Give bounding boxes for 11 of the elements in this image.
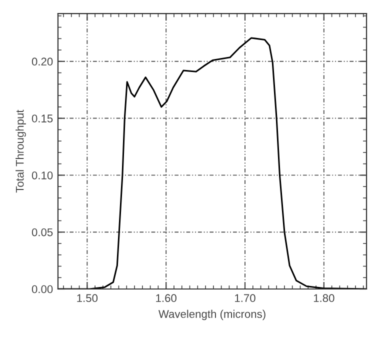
x-tick-label: 1.80: [314, 294, 334, 302]
y-tick-label: 0.20: [32, 58, 53, 66]
y-tick-label: 0.00: [32, 285, 53, 294]
y-tick-label: 0.10: [32, 171, 53, 180]
x-tick-label: 1.70: [235, 294, 256, 302]
y-tick-label: 0.15: [32, 114, 53, 122]
y-tick-label: 0.05: [32, 228, 53, 236]
x-axis-title: Wavelength (microns): [158, 310, 266, 320]
x-tick-label: 1.60: [156, 294, 176, 302]
x-tick-label: 1.50: [77, 294, 98, 302]
y-axis-title: Total Throughput: [16, 110, 26, 193]
